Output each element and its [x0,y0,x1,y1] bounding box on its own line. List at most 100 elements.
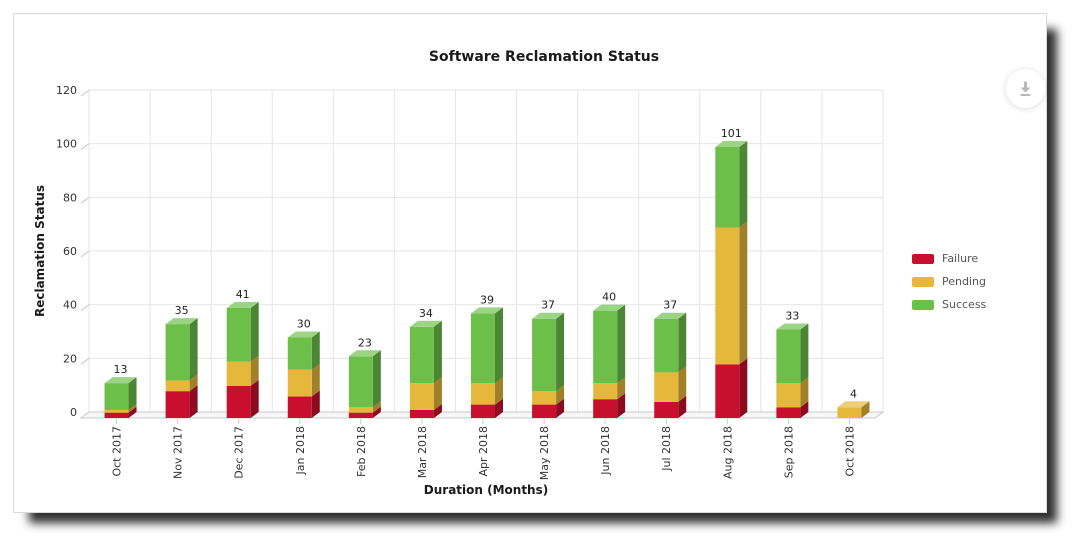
bar-segment-side-pending [556,385,565,405]
bar-mar-2018[interactable] [409,320,442,418]
bar-segment-side-failure [250,379,259,418]
legend-swatch [912,276,934,287]
legend-item-success[interactable]: Success [912,298,986,311]
bar-segment-top-success [532,312,565,319]
bar-segment-failure [348,412,373,418]
y-tick-label: 100 [56,138,77,151]
bar-segment-side-failure [617,393,626,418]
bar-segment-side-failure [128,406,137,418]
bar-segment-side-failure [678,395,687,418]
bar-oct-2018[interactable] [837,401,870,418]
bar-total-label: 101 [721,127,742,140]
bar-segment-failure [287,396,312,418]
bar-segment-side-success [678,312,687,373]
x-category-label: Jul 2018 [660,426,673,472]
x-category-label: Dec 2017 [233,426,246,479]
y-tick-label: 60 [63,245,77,258]
bar-total-label: 13 [114,363,128,376]
bar-segment-success [776,329,801,384]
bar-total-label: 41 [236,288,250,301]
bar-total-label: 40 [602,291,616,304]
bar-jun-2018[interactable] [593,304,626,418]
legend-item-failure[interactable]: Failure [912,252,986,265]
legend-label: Success [942,298,987,311]
bar-segment-side-failure [433,403,442,418]
bar-jan-2018[interactable] [287,331,320,419]
bar-segment-success [654,318,679,373]
bar-total-label: 37 [541,299,555,312]
bar-segment-top-success [471,307,503,314]
x-category-label: Feb 2018 [355,426,368,477]
x-category-label: Sep 2018 [782,426,795,478]
legend-swatch [912,299,934,310]
chart-panel: 0 20 40 60 80 100 120 13 Oct 2017 35 Nov 2017 41 Dec… [13,13,1047,513]
y-tick-label: 0 [70,406,77,419]
bar-segment-pending [348,407,373,413]
bar-segment-side-failure [556,398,565,418]
y-tick-connector [80,250,90,258]
bar-segment-top-success [287,331,320,338]
bar-nov-2017[interactable] [165,318,198,418]
bar-segment-top-success [715,140,748,147]
bar-segment-pending [654,372,679,402]
y-axis-title: Reclamation Status [33,185,47,317]
bar-segment-side-success [372,350,381,408]
bar-segment-failure [471,404,495,418]
x-category-label: Oct 2017 [111,426,124,477]
legend-label: Failure [942,252,979,265]
bar-dec-2017[interactable] [226,301,259,418]
bar-segment-pending [837,407,862,418]
bar-apr-2018[interactable] [471,307,503,418]
download-button[interactable] [1006,69,1045,108]
bar-oct-2017[interactable] [104,377,137,418]
bar-feb-2018[interactable] [348,350,381,418]
x-category-label: Apr 2018 [477,426,490,477]
bar-segment-success [593,310,618,384]
bar-segment-side-success [556,312,565,392]
bar-segment-side-success [250,301,259,362]
bar-segment-success [715,146,740,228]
bar-segment-success [226,307,251,362]
bar-total-label: 39 [480,293,494,306]
bar-segment-success [287,337,312,370]
bar-segment-pending [776,383,801,408]
y-tick-connector [80,143,90,151]
bar-segment-side-pending [372,401,381,413]
bar-segment-pending [593,383,618,400]
x-category-label: Mar 2018 [416,426,429,478]
bar-segment-top-success [409,320,442,327]
bar-segment-success [471,313,495,384]
bar-total-label: 30 [297,318,311,331]
bar-segment-failure [532,404,557,418]
bar-segment-top-success [348,350,381,357]
x-category-label: Nov 2017 [172,426,185,479]
x-axis-title: Duration (Months) [424,483,548,497]
bar-may-2018[interactable] [532,312,565,418]
y-tick-label: 20 [63,352,77,365]
chart-canvas: 0 20 40 60 80 100 120 13 Oct 2017 35 Nov 2017 41 Dec… [33,49,885,497]
bar-segment-success [104,383,129,410]
bar-segment-side-failure [372,406,381,418]
bar-segment-side-pending [617,377,626,400]
bar-segment-side-failure [189,385,198,418]
bar-segment-failure [715,364,740,418]
bar-segment-side-pending [800,377,809,408]
bar-aug-2018[interactable] [715,140,748,418]
x-category-label: Jan 2018 [294,426,307,475]
bar-segment-failure [593,399,618,418]
bar-sep-2018[interactable] [776,323,809,418]
bar-total-label: 4 [850,387,857,400]
bar-segment-side-success [128,377,137,410]
bar-jul-2018[interactable] [654,312,687,418]
bar-segment-side-success [311,331,320,370]
bar-total-label: 23 [358,336,372,349]
bar-segment-top-success [165,318,198,325]
legend-item-pending[interactable]: Pending [912,275,986,288]
bar-segment-pending [165,380,190,392]
bar-segment-success [165,324,190,381]
chart-title: Software Reclamation Status [429,49,659,65]
bar-segment-failure [165,391,190,418]
bar-segment-pending [532,391,557,405]
bar-segment-pending [104,409,129,413]
bar-segment-failure [226,385,251,418]
